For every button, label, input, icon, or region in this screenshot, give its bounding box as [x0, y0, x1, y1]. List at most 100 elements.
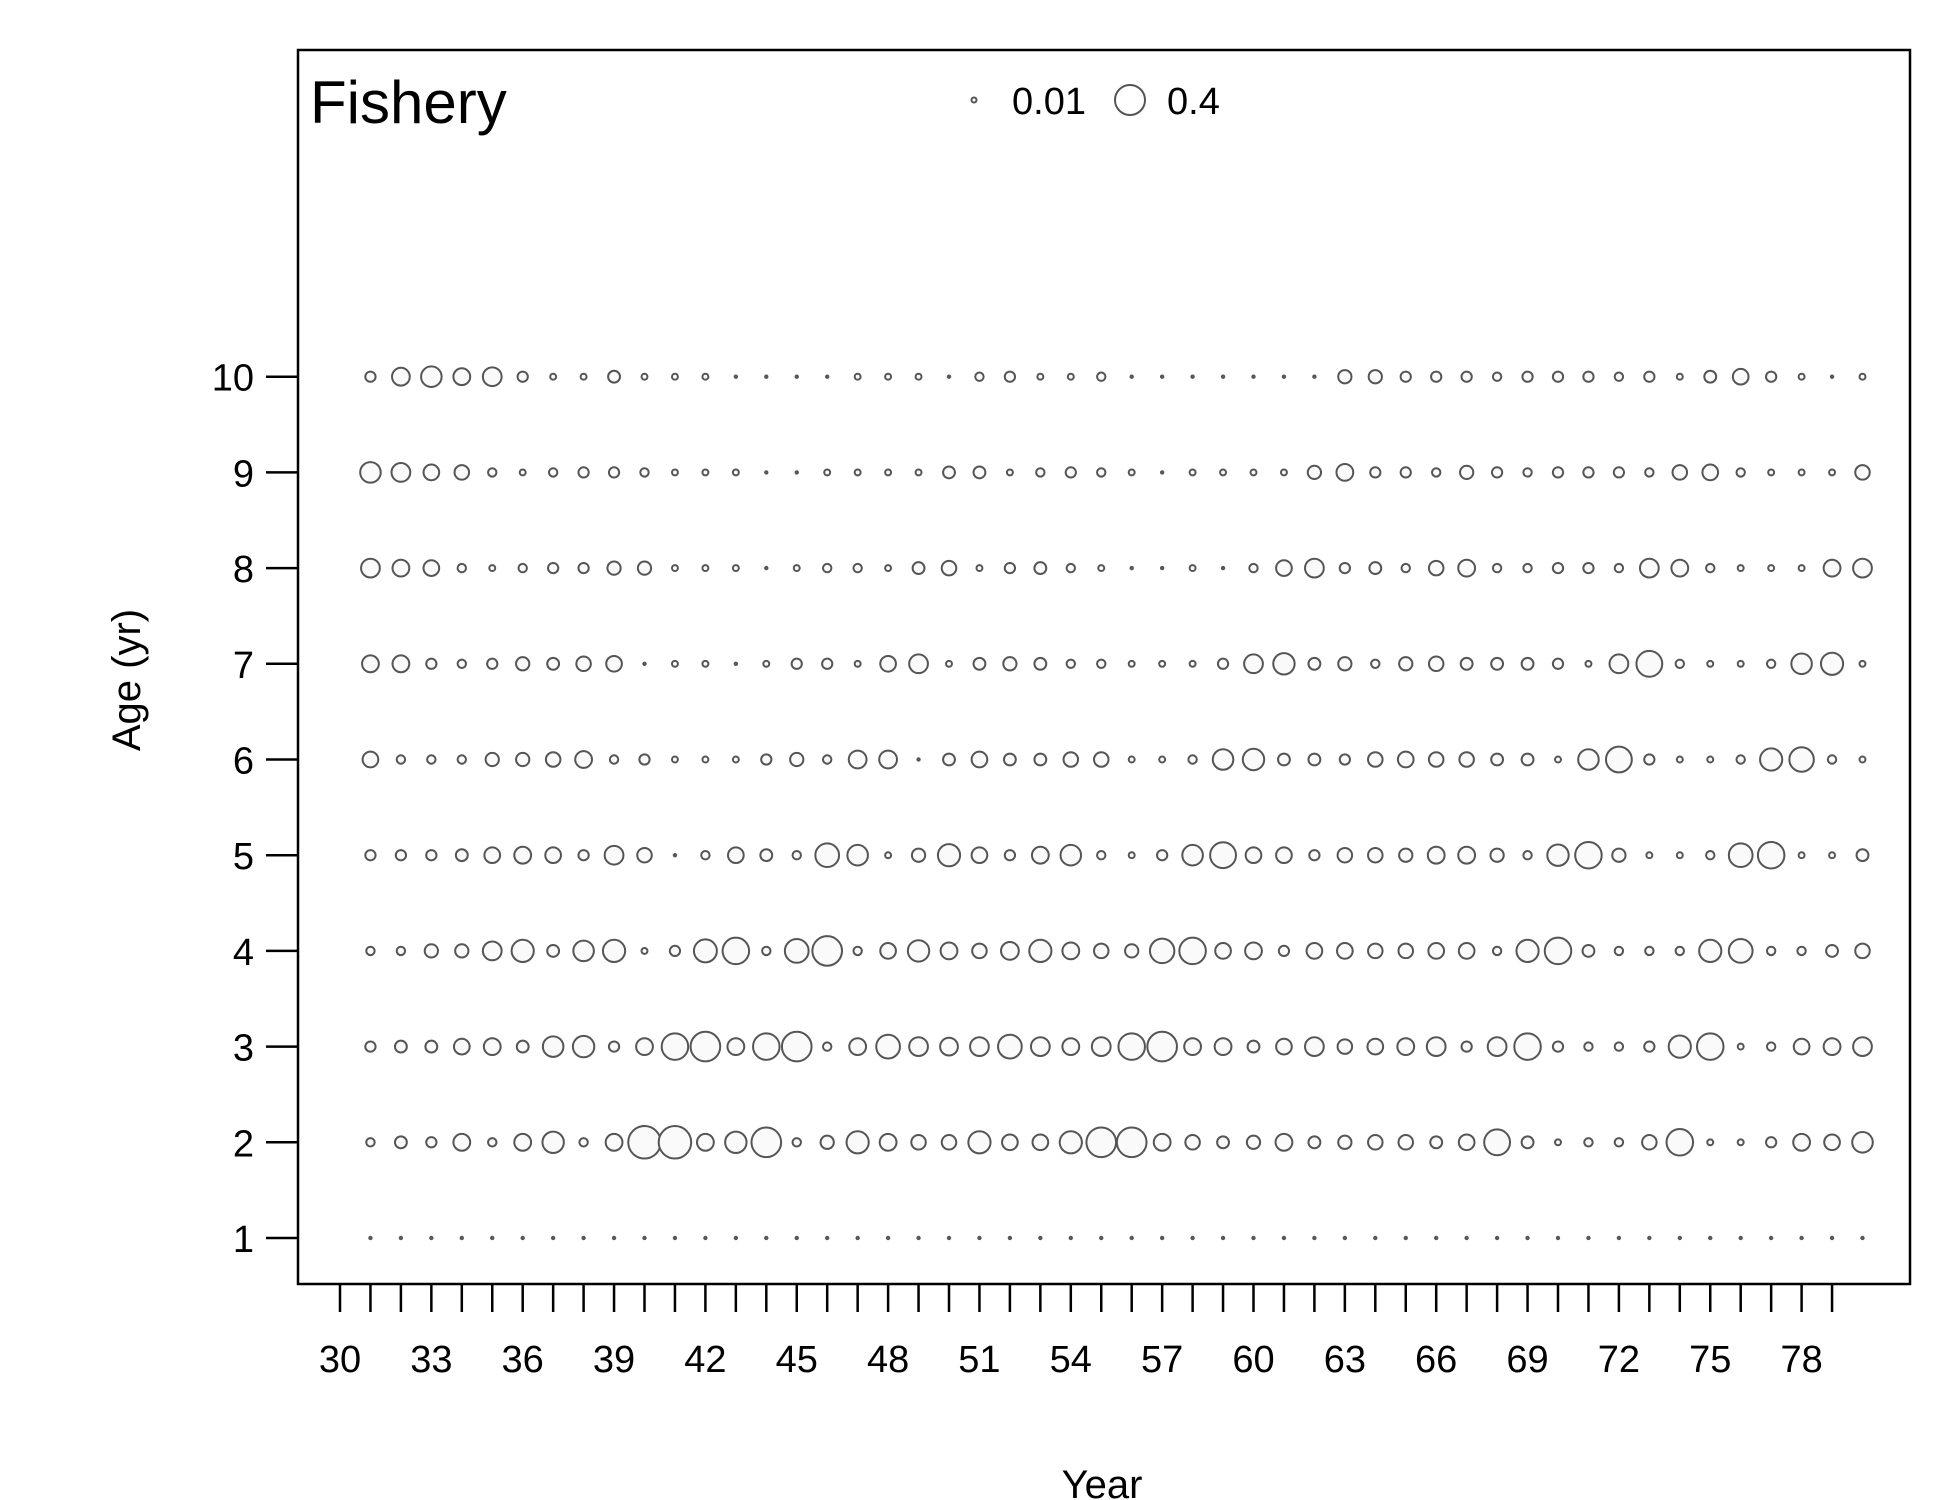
bubble	[1613, 945, 1625, 957]
bubble	[1799, 1235, 1804, 1241]
bubble	[1342, 1235, 1348, 1241]
bubble	[1338, 561, 1351, 575]
bubble	[1797, 372, 1806, 381]
bubble	[398, 1235, 404, 1241]
bubble	[391, 558, 411, 578]
x-tick-label: 78	[1780, 1339, 1822, 1381]
bubble	[1211, 748, 1235, 771]
bubble	[636, 846, 653, 864]
bubble	[1706, 755, 1715, 764]
bubble	[1304, 1036, 1325, 1057]
bubble	[855, 1235, 860, 1241]
bubble	[1184, 1134, 1201, 1151]
bubble	[1796, 945, 1807, 957]
bubble	[822, 562, 833, 574]
bubble	[550, 1235, 556, 1241]
y-axis-label: Age (yr)	[105, 609, 149, 751]
bubble	[762, 659, 771, 668]
bubble	[1337, 656, 1353, 672]
bubble	[1736, 564, 1745, 573]
bubble	[970, 750, 989, 769]
bubble	[544, 751, 562, 768]
bubble	[721, 936, 751, 966]
bubble	[884, 851, 893, 860]
x-tick-label: 63	[1324, 1339, 1366, 1381]
bubble	[1181, 843, 1204, 867]
y-tick-label: 3	[233, 1028, 254, 1070]
bubble	[1065, 658, 1076, 669]
bubble	[1582, 370, 1595, 383]
bubble	[1641, 1134, 1658, 1151]
bubble	[603, 844, 625, 866]
legend: 0.01 0.4	[970, 81, 1220, 123]
bubble	[547, 467, 559, 478]
bubble	[487, 1137, 498, 1148]
bubble	[701, 564, 710, 573]
bubble	[1336, 846, 1354, 864]
bubble	[1643, 370, 1656, 383]
bubble	[1645, 851, 1654, 860]
bubble	[939, 1036, 959, 1057]
bubble	[1429, 1135, 1444, 1150]
bubble	[1613, 1041, 1625, 1052]
bubble	[1251, 374, 1256, 379]
bubble	[1525, 1235, 1530, 1241]
bubble	[1403, 1235, 1408, 1241]
bubble	[393, 1039, 408, 1054]
bubble	[1307, 752, 1322, 767]
bubble	[1551, 1040, 1565, 1053]
bubble	[1582, 466, 1595, 479]
bubble	[1738, 1235, 1743, 1241]
bubble	[1399, 466, 1412, 479]
bubble	[1790, 652, 1813, 676]
bubble	[939, 941, 959, 961]
bubble	[942, 465, 956, 480]
bubble	[733, 1235, 739, 1241]
bubble	[1851, 1131, 1874, 1154]
bubble	[696, 1132, 715, 1152]
bubble	[1152, 1132, 1172, 1152]
bubble	[1858, 372, 1867, 381]
bubble	[1577, 748, 1600, 771]
bubble	[853, 659, 862, 668]
bubble	[1483, 1128, 1512, 1157]
bubble	[510, 938, 535, 963]
bubble	[391, 366, 411, 387]
bubble	[752, 1032, 781, 1061]
x-tick-label: 33	[410, 1339, 452, 1381]
bubble	[852, 945, 863, 957]
bubble	[482, 1037, 502, 1056]
bubble	[515, 656, 531, 672]
bubble	[1797, 468, 1806, 477]
bubble	[764, 1235, 769, 1241]
bubble	[875, 1033, 901, 1060]
bubble	[361, 654, 380, 674]
bubble	[1457, 845, 1477, 865]
bubble	[1491, 371, 1503, 382]
bubble	[571, 1034, 596, 1059]
bubble	[627, 1125, 662, 1160]
bubble	[572, 939, 595, 963]
bubble	[1797, 564, 1806, 573]
bubble	[733, 374, 739, 379]
bubble	[453, 464, 471, 481]
bubble	[731, 755, 740, 764]
bubble	[1064, 466, 1077, 479]
bubble	[1431, 467, 1442, 478]
bubble	[541, 1130, 565, 1154]
bubble	[1146, 1030, 1178, 1063]
bubble	[1457, 942, 1476, 960]
bubble	[359, 461, 382, 484]
bubble	[701, 755, 710, 764]
bubble	[1459, 656, 1474, 671]
bubble	[823, 468, 832, 477]
bubble	[689, 1030, 722, 1063]
bubble	[1000, 941, 1020, 961]
bubble	[1097, 564, 1106, 573]
bubble	[822, 754, 833, 765]
bubble	[1220, 1235, 1226, 1241]
bubble	[1765, 1041, 1777, 1052]
bubble	[481, 366, 503, 388]
bubble	[911, 561, 926, 576]
bubble	[1698, 938, 1723, 963]
